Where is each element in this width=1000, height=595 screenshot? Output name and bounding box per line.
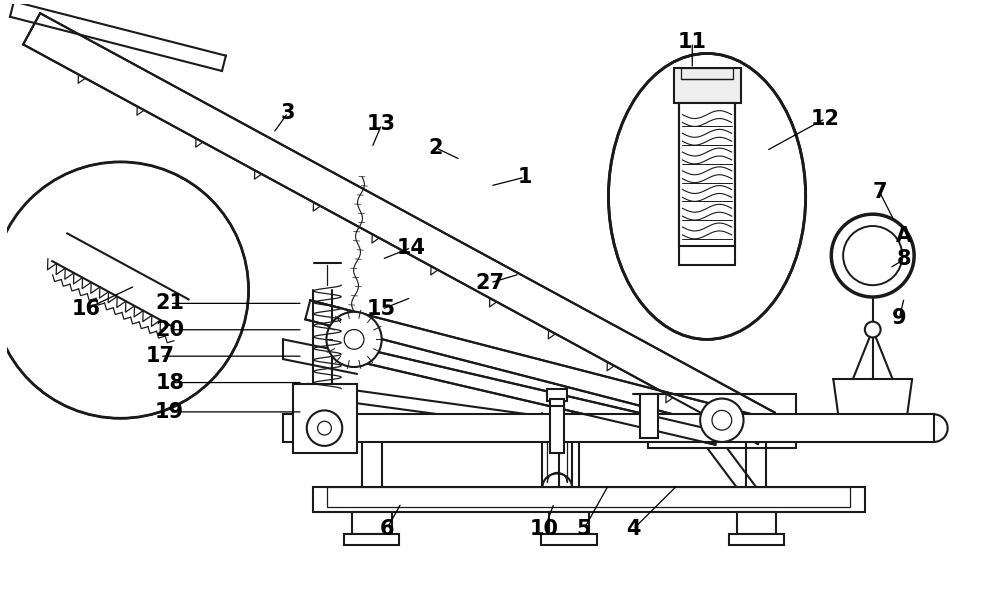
Circle shape [0, 162, 249, 418]
Text: 5: 5 [576, 519, 591, 539]
Text: 3: 3 [281, 103, 295, 123]
Circle shape [700, 399, 744, 442]
Text: 9: 9 [892, 308, 907, 328]
Bar [729, 534, 784, 546]
Bar [344, 534, 399, 546]
Circle shape [326, 312, 382, 367]
Text: 1: 1 [517, 167, 532, 187]
Bar [352, 512, 392, 534]
Text: 2: 2 [429, 138, 443, 158]
Text: 19: 19 [155, 402, 184, 422]
Bar [640, 394, 658, 438]
Text: 4: 4 [626, 519, 640, 539]
Polygon shape [355, 347, 718, 444]
Ellipse shape [608, 54, 806, 339]
Text: 15: 15 [367, 299, 396, 320]
Bar [674, 68, 741, 103]
Text: 12: 12 [811, 108, 840, 129]
Text: 13: 13 [367, 114, 396, 134]
Text: 8: 8 [897, 249, 912, 270]
Bar [547, 389, 567, 400]
Circle shape [843, 226, 902, 285]
Polygon shape [305, 300, 769, 438]
Text: 20: 20 [155, 320, 184, 340]
Text: 11: 11 [678, 32, 707, 52]
Circle shape [307, 411, 342, 446]
Text: 14: 14 [397, 237, 426, 258]
Text: 10: 10 [530, 519, 559, 539]
Polygon shape [23, 13, 775, 444]
Bar [283, 414, 934, 442]
Circle shape [865, 322, 881, 337]
Bar [550, 399, 564, 453]
Text: 16: 16 [71, 299, 100, 320]
Bar [550, 399, 564, 406]
Circle shape [344, 330, 364, 349]
Bar [549, 512, 589, 534]
Text: 17: 17 [145, 346, 174, 366]
Bar [541, 534, 597, 546]
Text: A: A [896, 226, 912, 246]
Bar [679, 103, 735, 246]
Text: 7: 7 [872, 182, 887, 202]
Bar [293, 384, 357, 453]
Bar [681, 68, 733, 79]
Text: 18: 18 [155, 372, 184, 393]
Circle shape [318, 421, 331, 435]
Text: 6: 6 [379, 519, 394, 539]
Text: 27: 27 [476, 273, 505, 293]
Bar [327, 487, 850, 507]
Bar [737, 512, 776, 534]
Circle shape [712, 411, 732, 430]
Bar [313, 487, 865, 512]
Text: 21: 21 [155, 293, 184, 314]
Circle shape [831, 214, 914, 297]
